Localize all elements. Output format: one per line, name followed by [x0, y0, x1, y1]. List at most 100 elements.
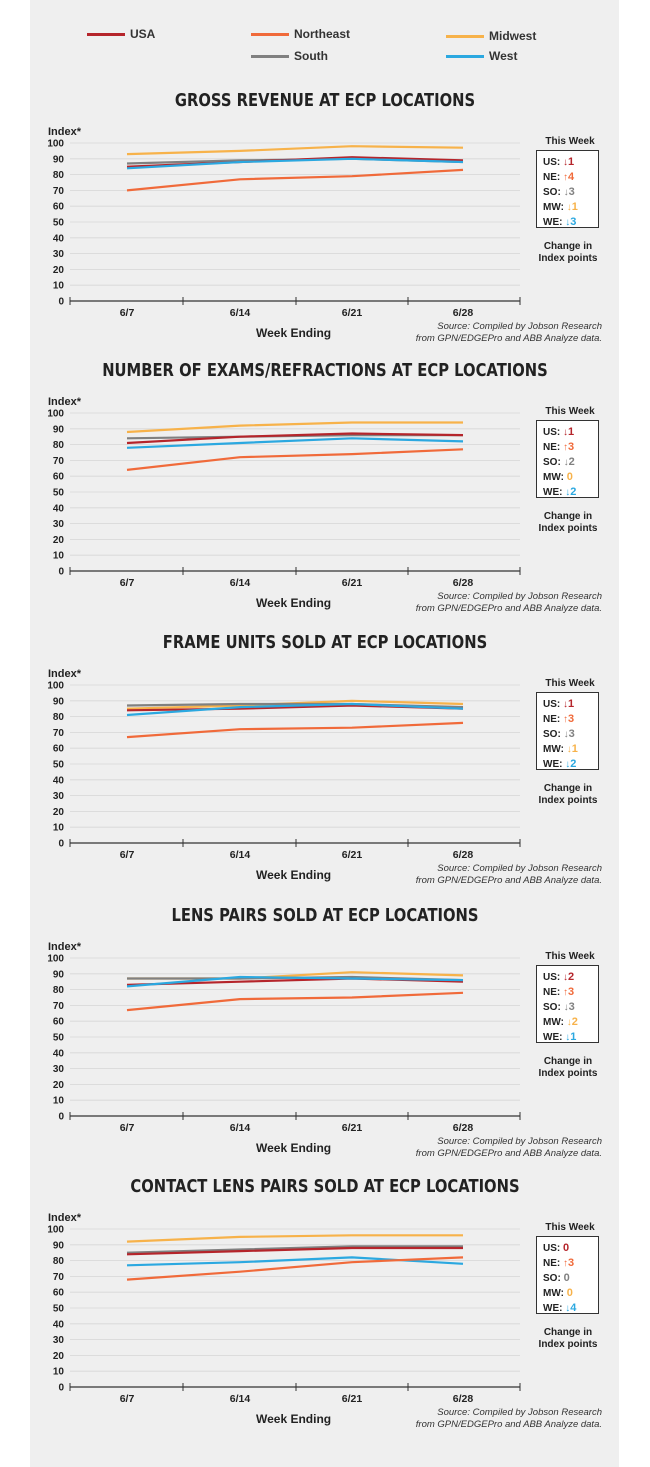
plot-area: 0 10 20 30 40 50 60 70 80 90 100 6/7 6/14 6/21 6/28	[47, 954, 521, 1134]
this-week-row: SO: ↓3	[543, 728, 575, 740]
this-week-heading: This Week	[545, 1222, 595, 1233]
change-value: 1	[570, 1031, 577, 1043]
region-abbrev: US:	[543, 157, 563, 168]
region-abbrev: US:	[543, 1243, 563, 1254]
x-tick-label: 6/14	[230, 1393, 251, 1405]
change-caption-line-2: Index points	[538, 795, 598, 806]
y-tick-label: 70	[53, 1001, 65, 1012]
this-week-row: WE: ↓2	[543, 758, 576, 770]
chart-title: GROSS REVENUE AT ECP LOCATIONS	[174, 90, 476, 111]
x-axis-label: Week Ending	[256, 326, 332, 340]
y-axis-unit-label: Index*	[48, 126, 82, 138]
series-line-midwest	[126, 145, 464, 156]
arrow-down-icon: ↓	[563, 1002, 569, 1013]
legend-label-midwest: Midwest	[489, 29, 537, 43]
region-abbrev: WE:	[543, 1032, 566, 1043]
chart-2: NUMBER OF EXAMS/REFRACTIONS AT ECP LOCAT…	[0, 360, 650, 636]
region-abbrev: NE:	[543, 442, 563, 453]
arrow-down-icon: ↓	[565, 1032, 571, 1043]
source-line-1: Source: Compiled by Jobson Research	[437, 591, 602, 602]
chart-5: CONTACT LENS PAIRS SOLD AT ECP LOCATIONS…	[0, 1176, 650, 1452]
change-value: 3	[568, 713, 575, 725]
source-line-2: from GPN/EDGEPro and ABB Analyze data.	[415, 1148, 602, 1159]
this-week-box: US: ↓1 NE: ↑3 SO: ↓2 MW: 0 WE: ↓2	[536, 420, 599, 498]
region-abbrev: NE:	[543, 172, 563, 183]
x-axis-label: Week Ending	[256, 1141, 332, 1155]
y-tick-label: 10	[53, 1367, 65, 1378]
series-line-northeast	[126, 991, 464, 1012]
this-week-heading: This Week	[545, 951, 595, 962]
x-tick-label: 6/7	[120, 1122, 135, 1134]
change-caption: Change in Index points	[536, 783, 600, 807]
arrow-down-icon: ↓	[566, 202, 572, 213]
legend-swatch-usa	[87, 33, 125, 36]
region-abbrev: MW:	[543, 472, 567, 483]
y-tick-label: 90	[53, 1240, 65, 1251]
change-value: 1	[571, 201, 578, 213]
y-tick-label: 0	[58, 567, 64, 578]
this-week-box: US: ↓1 NE: ↑4 SO: ↓3 MW: ↓1 WE: ↓3	[536, 150, 599, 228]
arrow-up-icon: ↑	[563, 1258, 568, 1269]
change-caption: Change in Index points	[536, 511, 600, 535]
this-week-heading: This Week	[545, 406, 595, 417]
source-line-1: Source: Compiled by Jobson Research	[437, 863, 602, 874]
arrow-down-icon: ↓	[563, 187, 569, 198]
y-tick-label: 70	[53, 186, 65, 197]
x-axis-label: Week Ending	[256, 868, 332, 882]
y-tick-label: 70	[53, 1272, 65, 1283]
x-tick-label: 6/21	[342, 1393, 363, 1405]
this-week-row: NE: ↑4	[543, 171, 574, 183]
region-abbrev: WE:	[543, 1303, 566, 1314]
series-line-northeast	[126, 721, 464, 739]
change-value: 3	[568, 1257, 575, 1269]
y-tick-label: 70	[53, 456, 65, 467]
source-note: Source: Compiled by Jobson Research from …	[342, 1136, 602, 1160]
y-tick-label: 60	[53, 472, 65, 483]
x-tick-label: 6/14	[230, 1122, 251, 1134]
series-line-usa	[126, 1246, 463, 1256]
y-axis-unit-label: Index*	[48, 396, 82, 408]
this-week-row: MW: 0	[543, 1287, 573, 1299]
change-value: 4	[568, 171, 575, 183]
chart-title: CONTACT LENS PAIRS SOLD AT ECP LOCATIONS	[130, 1176, 520, 1197]
region-abbrev: SO:	[543, 1002, 564, 1013]
change-caption-line-2: Index points	[538, 1068, 598, 1079]
change-value: 3	[568, 728, 575, 740]
chart-1: GROSS REVENUE AT ECP LOCATIONS Index* 0 10 2…	[0, 90, 650, 366]
y-axis-unit-label: Index*	[48, 1212, 82, 1224]
chart-title: NUMBER OF EXAMS/REFRACTIONS AT ECP LOCAT…	[102, 360, 548, 381]
x-tick-label: 6/21	[342, 1122, 363, 1134]
change-caption-line-1: Change in	[543, 1327, 593, 1338]
chart-3: FRAME UNITS SOLD AT ECP LOCATIONS Index* 0…	[0, 632, 650, 908]
this-week-row: NE: ↑3	[543, 441, 574, 453]
this-week-row: WE: ↓4	[543, 1302, 576, 1314]
source-note: Source: Compiled by Jobson Research from …	[342, 863, 602, 887]
this-week-row: SO: ↓2	[543, 456, 575, 468]
series-line-northeast	[126, 168, 464, 192]
plot-area: 0 10 20 30 40 50 60 70 80 90 100 6/7 6/14 6/21 6/28	[47, 409, 521, 589]
arrow-down-icon: ↓	[563, 729, 569, 740]
y-tick-label: 0	[58, 1383, 64, 1394]
series-line-northeast	[126, 448, 464, 471]
change-caption-line-1: Change in	[543, 1056, 593, 1067]
this-week-row: US: ↓2	[543, 971, 574, 983]
arrow-down-icon: ↓	[563, 699, 568, 710]
legend-swatch-south	[251, 55, 289, 58]
region-abbrev: US:	[543, 427, 563, 438]
arrow-down-icon: ↓	[563, 157, 568, 168]
change-value: 2	[570, 758, 577, 770]
y-tick-label: 50	[53, 1033, 65, 1044]
change-value: 0	[563, 1242, 570, 1254]
x-tick-label: 6/7	[120, 577, 135, 589]
x-tick-label: 6/14	[230, 849, 251, 861]
y-tick-label: 20	[53, 1080, 65, 1091]
chart-title: LENS PAIRS SOLD AT ECP LOCATIONS	[171, 905, 479, 926]
change-value: 1	[568, 156, 575, 168]
series-line-west	[126, 157, 464, 170]
x-axis-label: Week Ending	[256, 1412, 332, 1426]
arrow-down-icon: ↓	[566, 744, 572, 755]
arrow-down-icon: ↓	[563, 457, 569, 468]
this-week-row: SO: ↓3	[543, 1001, 575, 1013]
source-line-1: Source: Compiled by Jobson Research	[437, 1407, 602, 1418]
y-tick-label: 100	[47, 1225, 64, 1236]
